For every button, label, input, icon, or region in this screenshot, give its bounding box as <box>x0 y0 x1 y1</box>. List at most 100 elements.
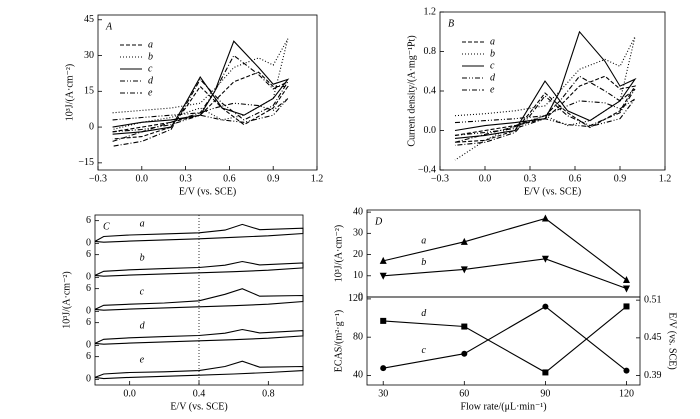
y-axis-label: ECAS/(m²·g⁻¹) <box>333 310 344 372</box>
y-axis-label: 10³J/(A·cm⁻²) <box>64 64 75 121</box>
series-label: e <box>140 354 145 365</box>
x-tick-label: 90 <box>540 388 550 399</box>
marker <box>379 256 387 264</box>
x-tick-label: 0.6 <box>223 173 236 184</box>
legend-label: e <box>490 84 495 95</box>
x-tick-label: 0.0 <box>136 173 149 184</box>
series-line <box>454 36 636 161</box>
y-tick-label: −15 <box>78 157 94 168</box>
x-tick-label: 0.9 <box>614 173 627 184</box>
series-label: b <box>421 257 426 268</box>
x-tick-label: 1.2 <box>659 173 672 184</box>
x-tick-label: 1.2 <box>311 173 324 184</box>
series-line <box>454 75 636 146</box>
y-tick-label: 0 <box>86 238 91 249</box>
y-tick-label: 80 <box>353 331 363 342</box>
y-tick-label: 6 <box>86 215 91 226</box>
series-line <box>112 98 289 133</box>
series-label: c <box>140 286 145 297</box>
y-tick-label: 40 <box>353 370 363 381</box>
y-tick-label: 45 <box>84 14 94 25</box>
marker <box>623 367 630 374</box>
marker <box>623 303 630 310</box>
x-tick-label: 0.8 <box>262 388 275 399</box>
series-line <box>94 328 304 345</box>
x-tick-label: 0.3 <box>179 173 192 184</box>
y2-axis-label: E/V (vs. SCE) <box>667 312 678 369</box>
x-tick-label: −0.3 <box>431 173 449 184</box>
legend-label: c <box>148 63 153 74</box>
marker <box>622 285 630 293</box>
x-axis-label: Flow rate/(μL·min⁻¹) <box>460 401 546 412</box>
marker <box>542 303 549 310</box>
series-line <box>94 260 304 277</box>
series-label: a <box>421 236 426 247</box>
y-tick-label: 6 <box>86 283 91 294</box>
legend-label: b <box>148 51 153 62</box>
panel-label: A <box>105 21 113 32</box>
y-tick-label: 0 <box>86 272 91 283</box>
x-axis-label: E/V (vs. SCE) <box>170 401 227 412</box>
y-tick-label: 1.2 <box>424 6 437 17</box>
marker <box>380 317 387 324</box>
x-tick-label: 0.6 <box>569 173 582 184</box>
series-line <box>454 30 637 139</box>
marker <box>460 237 468 245</box>
series-line <box>94 223 304 243</box>
marker <box>461 350 468 357</box>
y-tick-label: 0.4 <box>424 85 437 96</box>
plot-frame <box>366 209 641 298</box>
x-tick-label: 0.4 <box>193 388 206 399</box>
series-label: d <box>140 320 146 331</box>
y-tick-label: 0.8 <box>424 46 437 57</box>
y-tick-label: 0 <box>86 340 91 351</box>
y-axis-label: 10³J/(A·cm⁻²) <box>61 271 72 328</box>
y-axis-label: Current density/(A·mg⁻¹Pt) <box>406 35 417 146</box>
y-tick-label: 30 <box>353 228 363 239</box>
series-line <box>94 360 304 380</box>
y-tick-label: 0 <box>86 306 91 317</box>
y-tick-label: 6 <box>86 351 91 362</box>
y-tick-label: 6 <box>86 317 91 328</box>
legend-label: c <box>490 60 495 71</box>
marker <box>379 272 387 280</box>
marker <box>541 255 549 263</box>
y-tick-label: 0 <box>358 291 363 302</box>
x-axis-label: E/V (vs. SCE) <box>524 186 581 197</box>
x-tick-label: 0.9 <box>267 173 280 184</box>
y-tick-label: 40 <box>353 206 363 217</box>
x-tick-label: 120 <box>619 388 634 399</box>
legend-label: a <box>490 36 495 47</box>
marker <box>461 323 468 330</box>
series-line <box>383 217 627 281</box>
series-line <box>112 38 289 131</box>
legend-label: a <box>148 39 153 50</box>
y-tick-label: 0 <box>89 121 94 132</box>
y-tick-label: −0.4 <box>418 164 436 175</box>
series-line <box>112 54 290 147</box>
series-label: b <box>140 252 145 263</box>
marker <box>622 276 630 284</box>
x-tick-label: 0.3 <box>524 173 537 184</box>
x-axis-label: E/V (vs. SCE) <box>179 186 236 197</box>
x-tick-label: 0.0 <box>479 173 492 184</box>
y-tick-label: 30 <box>84 50 94 61</box>
y-tick-label: 0.0 <box>424 125 437 136</box>
x-tick-label: −0.3 <box>89 173 107 184</box>
y-tick-label: 20 <box>353 249 363 260</box>
panel-label: B <box>448 18 454 29</box>
series-line <box>454 98 636 136</box>
plot-frame <box>97 14 318 171</box>
legend-label: e <box>148 87 153 98</box>
y-tick-label: 10 <box>353 270 363 281</box>
y-axis-label: 10³J/(A·cm⁻²) <box>333 225 344 282</box>
series-label: d <box>421 308 427 319</box>
y-tick-label: 0 <box>86 374 91 385</box>
marker <box>541 214 549 222</box>
marker <box>380 365 387 372</box>
series-line <box>383 258 627 290</box>
legend-label: b <box>490 48 495 59</box>
y-tick-label: 0.39 <box>644 370 662 381</box>
marker <box>460 266 468 274</box>
